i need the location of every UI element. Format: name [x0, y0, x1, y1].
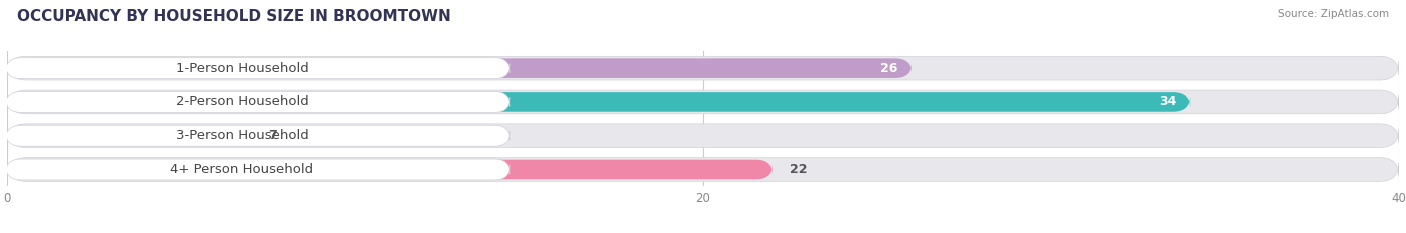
FancyBboxPatch shape: [7, 90, 1399, 114]
Text: Source: ZipAtlas.com: Source: ZipAtlas.com: [1278, 9, 1389, 19]
Text: 22: 22: [790, 163, 807, 176]
Text: 26: 26: [880, 62, 898, 75]
FancyBboxPatch shape: [6, 125, 510, 146]
FancyBboxPatch shape: [7, 56, 1399, 80]
FancyBboxPatch shape: [6, 159, 510, 180]
FancyBboxPatch shape: [7, 124, 1399, 147]
Text: 34: 34: [1159, 96, 1177, 108]
Text: 2-Person Household: 2-Person Household: [176, 96, 308, 108]
FancyBboxPatch shape: [7, 126, 250, 146]
FancyBboxPatch shape: [7, 158, 1399, 181]
Text: OCCUPANCY BY HOUSEHOLD SIZE IN BROOMTOWN: OCCUPANCY BY HOUSEHOLD SIZE IN BROOMTOWN: [17, 9, 450, 24]
FancyBboxPatch shape: [6, 92, 510, 112]
FancyBboxPatch shape: [6, 58, 510, 79]
Text: 4+ Person Household: 4+ Person Household: [170, 163, 314, 176]
FancyBboxPatch shape: [7, 92, 1191, 112]
Text: 7: 7: [269, 129, 277, 142]
Text: 3-Person Household: 3-Person Household: [176, 129, 308, 142]
Text: 1-Person Household: 1-Person Household: [176, 62, 308, 75]
FancyBboxPatch shape: [7, 58, 912, 78]
FancyBboxPatch shape: [7, 160, 773, 179]
